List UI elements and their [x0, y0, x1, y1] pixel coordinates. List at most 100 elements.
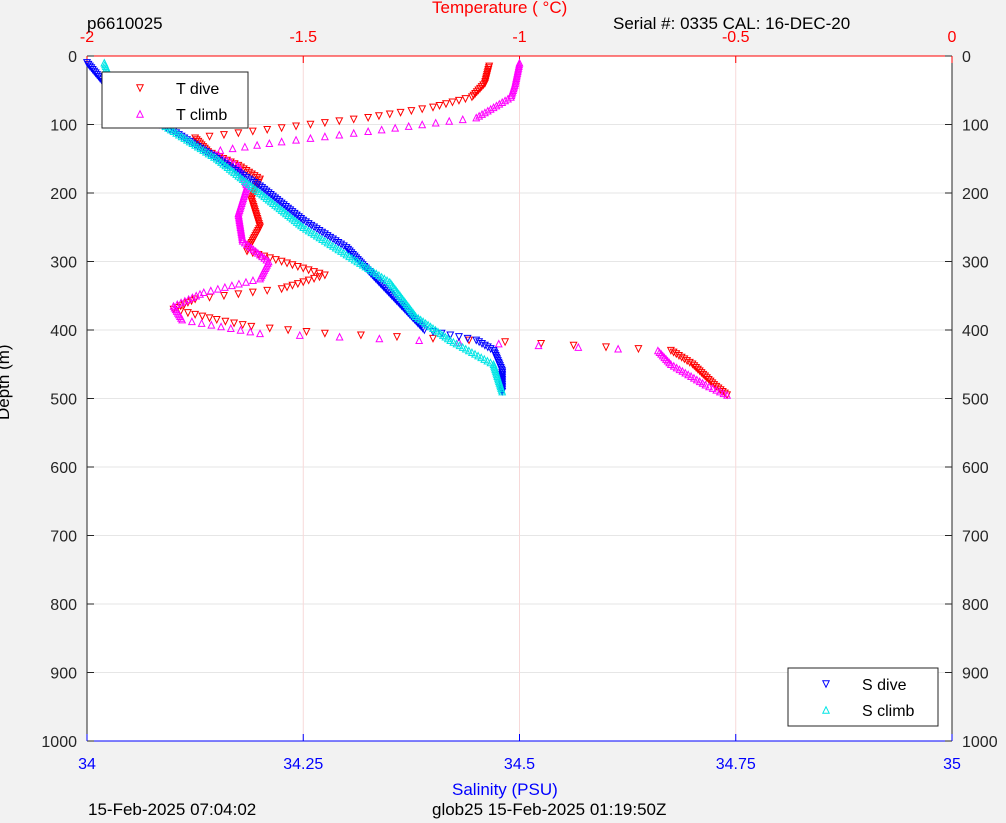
s-climb-marker [486, 358, 495, 367]
salinity-tick-label: 34.5 [504, 756, 535, 773]
t-dive-marker [385, 110, 394, 119]
t-climb-marker [614, 344, 623, 353]
t-dive-marker [292, 122, 301, 131]
t-climb-marker [188, 293, 197, 302]
legend-salinity-swatch [821, 680, 831, 689]
t-climb-marker [663, 356, 672, 365]
t-climb-marker [658, 351, 667, 360]
t-climb-marker [655, 347, 664, 356]
t-dive-marker [304, 266, 313, 275]
t-climb-marker [192, 291, 201, 300]
t-climb-marker [228, 144, 237, 153]
depth-tick-label-left: 100 [50, 118, 77, 135]
t-climb-marker [234, 279, 243, 288]
t-dive-marker [465, 336, 474, 345]
t-climb-marker [184, 294, 193, 303]
t-climb-marker [255, 274, 265, 283]
t-climb-marker [719, 389, 728, 398]
depth-tick-label-left: 500 [50, 392, 77, 409]
legend-temperature-label: T dive [176, 81, 219, 98]
t-dive-marker [407, 107, 416, 116]
t-climb-marker [418, 120, 427, 129]
s-climb-marker [474, 351, 483, 360]
t-climb-marker [662, 354, 671, 363]
legend-salinity-label: S climb [862, 703, 915, 720]
depth-tick-label-left: 600 [50, 460, 77, 477]
t-climb-marker [238, 234, 247, 243]
t-climb-marker [180, 296, 189, 305]
legend-salinity-label: S dive [862, 677, 907, 694]
legend-temperature-swatch [135, 109, 145, 118]
t-climb-marker [295, 330, 304, 339]
s-dive-marker [480, 341, 489, 350]
t-dive-marker [461, 95, 470, 104]
s-climb-marker [461, 344, 470, 353]
t-dive-marker [634, 345, 643, 354]
t-dive-marker [601, 343, 611, 352]
t-climb-marker [240, 142, 249, 151]
depth-tick-label-left: 300 [50, 255, 77, 272]
t-dive-marker [335, 117, 344, 126]
salinity-tick-label: 34 [78, 756, 96, 773]
t-dive-marker [302, 328, 311, 337]
profile-id-label: p6610025 [87, 14, 163, 33]
t-dive-marker [315, 273, 324, 282]
t-climb-marker [375, 334, 384, 343]
t-climb-marker [177, 298, 186, 307]
t-climb-marker [277, 137, 286, 146]
depth-tick-label-left: 400 [50, 323, 77, 340]
serial-label: Serial #: 0335 CAL: 16-DEC-20 [613, 14, 851, 33]
t-climb-marker [653, 346, 662, 355]
s-dive-marker [463, 334, 472, 343]
t-dive-marker [205, 314, 214, 323]
depth-tick-label-right: 100 [962, 118, 989, 135]
t-dive-marker [183, 309, 192, 318]
t-climb-marker [217, 322, 226, 331]
s-dive-marker [446, 331, 455, 340]
t-climb-marker [195, 289, 204, 298]
temperature-tick-label: -1.5 [289, 29, 317, 46]
t-dive-marker [191, 310, 200, 319]
t-climb-marker [723, 390, 732, 399]
t-dive-marker [277, 124, 286, 133]
t-climb-marker [458, 115, 467, 124]
t-dive-marker [219, 131, 228, 140]
t-dive-marker [248, 288, 257, 297]
salinity-tick-label: 35 [943, 756, 961, 773]
t-climb-marker [534, 341, 543, 350]
t-climb-marker [238, 233, 247, 242]
t-dive-marker [448, 98, 457, 107]
t-climb-marker [199, 288, 208, 297]
salinity-tick-label: 34.75 [716, 756, 756, 773]
t-dive-marker [212, 316, 221, 325]
temperature-tick-label: -0.5 [722, 29, 750, 46]
t-dive-marker [288, 261, 297, 270]
depth-tick-label-left: 900 [50, 666, 77, 683]
s-climb-marker [467, 347, 476, 356]
t-dive-marker [320, 119, 329, 128]
t-dive-marker [221, 317, 230, 326]
t-climb-marker [226, 323, 235, 332]
legend-temperature [101, 71, 249, 129]
t-climb-marker [445, 116, 454, 125]
t-dive-marker [469, 91, 478, 100]
t-dive-marker [247, 322, 256, 331]
s-climb-marker [498, 387, 507, 396]
depth-tick-label-left: 800 [50, 597, 77, 614]
temperature-tick-label: -1 [512, 29, 526, 46]
t-dive-marker [277, 257, 286, 266]
t-climb-marker [248, 276, 257, 285]
s-climb-marker [458, 342, 467, 351]
legend-salinity-swatch [821, 705, 831, 714]
t-dive-marker [234, 129, 243, 138]
t-climb-marker [197, 318, 206, 327]
t-climb-marker [335, 130, 344, 139]
depth-axis-title: Depth (m) [0, 344, 13, 420]
t-climb-marker [708, 383, 717, 392]
t-dive-marker [205, 132, 214, 141]
t-climb-marker [207, 320, 216, 329]
t-dive-marker [392, 333, 401, 342]
t-climb-marker [391, 123, 400, 132]
legend-salinity [787, 667, 939, 727]
depth-tick-label-right: 300 [962, 255, 989, 272]
